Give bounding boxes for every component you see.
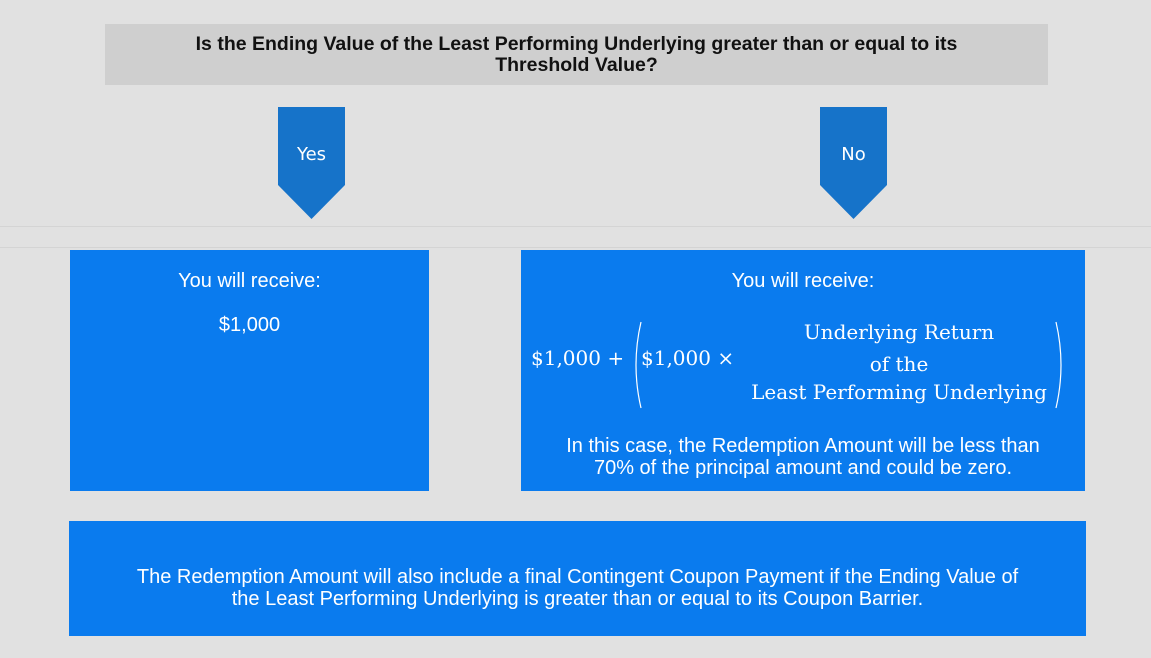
formula-left-paren <box>635 321 642 409</box>
formula-graphic: $1,000 + $1,000 × Underlying Return of t… <box>531 320 1062 409</box>
formula-numerator-line-2: of the <box>870 352 929 376</box>
no-label: No <box>841 144 866 165</box>
formula-right-paren <box>1055 321 1062 409</box>
note-line-1: In this case, the Redemption Amount will… <box>566 435 1040 457</box>
formula-numerator-line-3: Least Performing Underlying <box>751 380 1047 404</box>
yes-outcome-box: You will receive: $1,000 <box>70 250 429 491</box>
yes-arrow-shape <box>278 107 345 219</box>
no-heading: You will receive: <box>731 270 875 292</box>
no-arrow: No <box>820 107 887 219</box>
no-outcome-box: You will receive: $1,000 + $1,000 × Unde… <box>521 250 1085 491</box>
formula-numerator-line-1: Underlying Return <box>804 320 994 344</box>
coupon-info-text: The Redemption Amount will also include … <box>69 566 1086 610</box>
coupon-info-box: The Redemption Amount will also include … <box>69 521 1086 636</box>
yes-label: Yes <box>296 144 327 165</box>
yes-arrow: Yes <box>278 107 345 219</box>
formula-left-term: $1,000 + <box>531 346 624 370</box>
yes-amount: $1,000 <box>218 314 281 336</box>
threshold-question: Is the Ending Value of the Least Perform… <box>105 24 1048 85</box>
question-line-1: Is the Ending Value of the Least Perform… <box>195 33 958 55</box>
coupon-line-1: The Redemption Amount will also include … <box>136 566 1019 588</box>
divider-band <box>0 226 1151 248</box>
no-arrow-shape <box>820 107 887 219</box>
formula-inner-term: $1,000 × <box>641 346 734 370</box>
yes-heading: You will receive: <box>178 270 321 292</box>
coupon-line-2: the Least Performing Underlying is great… <box>231 588 924 610</box>
note-line-2: 70% of the principal amount and could be… <box>593 457 1013 479</box>
question-line-2: Threshold Value? <box>495 54 658 76</box>
redemption-note: In this case, the Redemption Amount will… <box>521 435 1085 479</box>
